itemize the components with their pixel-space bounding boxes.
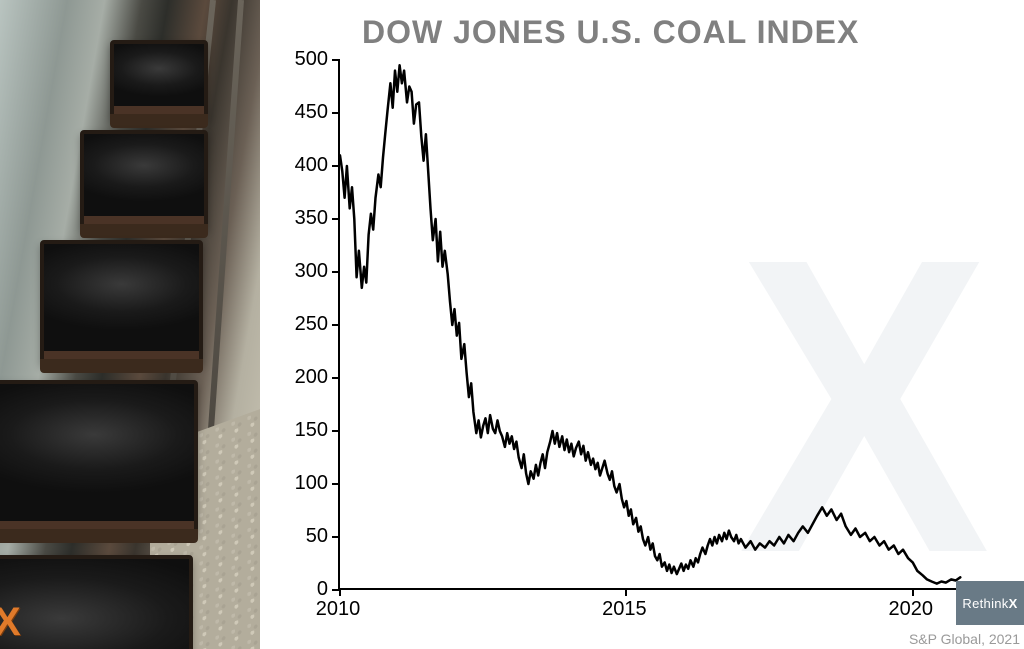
left-photo-coal-train: X xyxy=(0,0,260,649)
slide: X X DOW JONES U.S. COAL INDEX RethinkX S… xyxy=(0,0,1024,649)
x-axis-label: 2015 xyxy=(594,598,654,621)
corner-x-icon: X xyxy=(0,600,21,645)
rethinkx-logo: RethinkX xyxy=(956,581,1024,625)
y-axis-label: 300 xyxy=(278,260,328,283)
line-chart xyxy=(338,60,968,590)
y-axis-label: 500 xyxy=(278,48,328,71)
y-axis-label: 100 xyxy=(278,472,328,495)
chart-line-series xyxy=(340,60,970,590)
y-axis-label: 400 xyxy=(278,154,328,177)
chart-title: DOW JONES U.S. COAL INDEX xyxy=(362,14,859,51)
source-credit: S&P Global, 2021 xyxy=(909,631,1020,647)
y-axis-label: 350 xyxy=(278,207,328,230)
y-axis-label: 200 xyxy=(278,366,328,389)
y-axis-label: 450 xyxy=(278,101,328,124)
y-axis-label: 250 xyxy=(278,313,328,336)
y-axis-label: 150 xyxy=(278,419,328,442)
coal-index-line xyxy=(340,65,960,583)
x-axis-label: 2020 xyxy=(881,598,941,621)
logo-text: RethinkX xyxy=(962,596,1017,611)
y-axis-label: 50 xyxy=(278,525,328,548)
x-axis-label: 2010 xyxy=(308,598,368,621)
